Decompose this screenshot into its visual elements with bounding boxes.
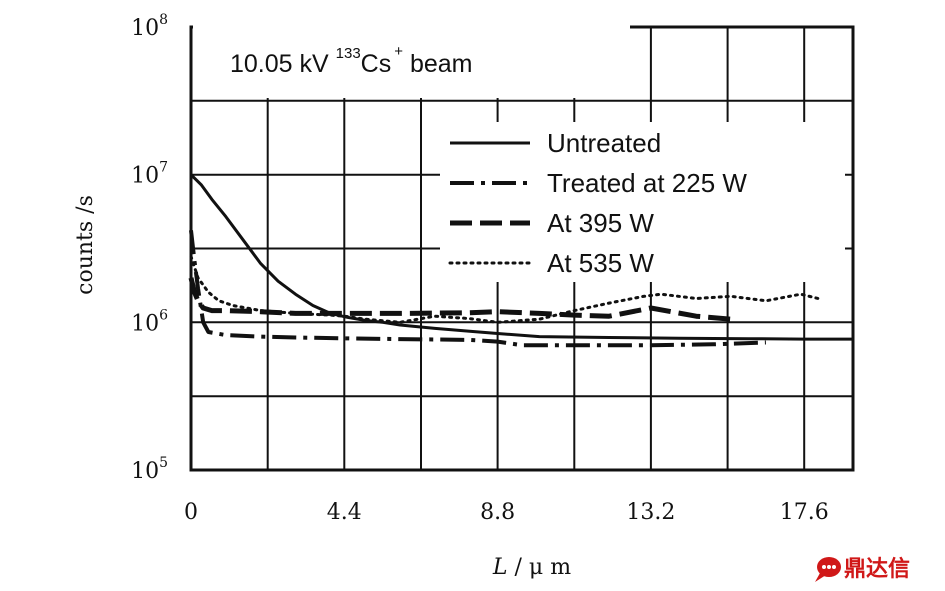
x-tick-label: 4.4 [327,500,362,525]
x-axis-unit: μ m [529,555,571,580]
x-axis-variable: L [492,555,508,580]
annotation-prefix: 10.05 kV [230,50,336,78]
x-tick-label: 17.6 [780,500,829,525]
x-tick-label: 8.8 [480,500,515,525]
series-line-2 [188,277,732,322]
x-axis-ticks: 0 4.4 8.8 13.2 17.6 [184,500,829,525]
annotation-isotope: 133 [336,45,361,62]
series-line-1 [189,230,766,348]
x-axis-separator: / [508,555,529,580]
annotation-element: Cs [361,50,392,78]
y-tick-label: 105 [131,455,168,484]
watermark-text: 鼎达信 [844,556,910,582]
y-axis-ticks: 105 106 107 108 [131,12,168,484]
annotation-box [193,20,630,98]
x-tick-label: 13.2 [626,500,675,525]
x-tick-label: 0 [184,500,198,525]
chat-bubble-icon [815,557,841,582]
legend-label-1: Treated at 225 W [547,168,747,198]
y-tick-label: 106 [131,307,168,336]
x-axis-title: L / μ m [492,555,571,580]
y-tick-label: 108 [131,12,168,41]
legend-box [440,122,845,282]
legend-label-0: Untreated [547,128,661,158]
legend: Untreated Treated at 225 W At 395 W At 535 … [448,128,747,278]
chart-annotation: 10.05 kV 133Cs + beam [230,43,472,78]
y-tick-label: 107 [131,160,168,189]
series-line-0 [189,173,853,341]
annotation-charge: + [394,43,403,60]
legend-label-2: At 395 W [547,208,654,238]
watermark: 鼎达信 [815,556,910,582]
series-line-3 [189,254,820,324]
series-group [188,173,853,348]
y-axis-title: counts /s [73,195,98,295]
annotation-suffix: beam [403,50,472,78]
legend-label-3: At 535 W [547,248,654,278]
